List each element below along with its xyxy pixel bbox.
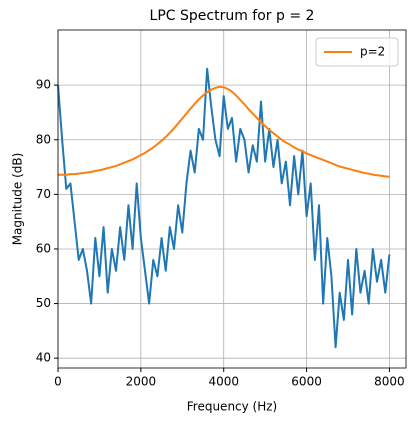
x-tick-label: 2000 — [126, 375, 157, 389]
x-tick-label: 8000 — [374, 375, 405, 389]
x-tick-label: 6000 — [291, 375, 322, 389]
series-line — [57, 67, 391, 349]
y-tick-label: 90 — [36, 78, 51, 92]
y-tick-label: 80 — [36, 132, 51, 146]
x-axis-label: Frequency (Hz) — [187, 400, 278, 414]
series-line — [58, 85, 390, 178]
y-tick-label: 50 — [36, 296, 51, 310]
chart-title: LPC Spectrum for p = 2 — [150, 8, 315, 24]
y-axis-label: Magnitude (dB) — [11, 153, 25, 246]
legend-label: p=2 — [360, 45, 385, 59]
y-tick-label: 60 — [36, 241, 51, 255]
y-tick-label: 40 — [36, 351, 51, 365]
x-tick-label: 4000 — [208, 375, 239, 389]
legend-box — [315, 37, 399, 67]
plot-frame — [57, 29, 407, 369]
y-tick-label: 70 — [36, 187, 51, 201]
x-tick-label: 0 — [54, 375, 62, 389]
